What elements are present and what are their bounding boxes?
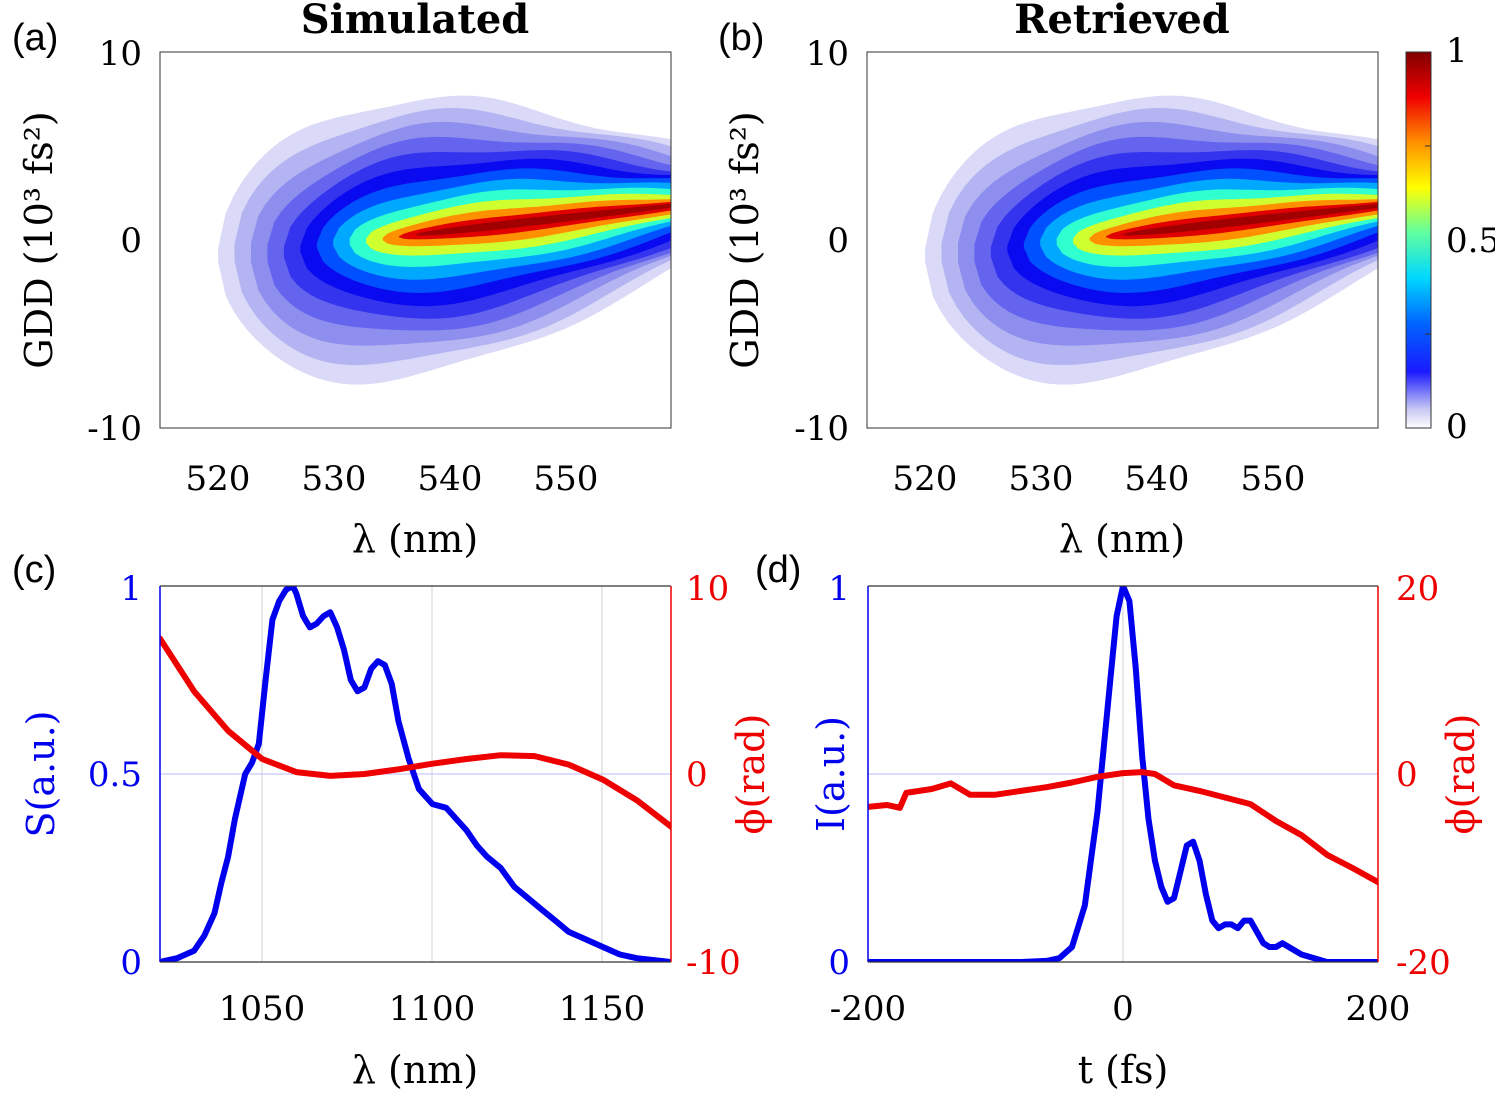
d-ylabel-left: I(a.u.) [809, 716, 853, 832]
panel-label-a: (a) [12, 17, 58, 59]
b-xtick-530: 530 [1009, 459, 1074, 499]
line-chart-c [159, 585, 672, 963]
colorbar-gradient [1405, 51, 1432, 429]
d-xtick-200: 200 [1346, 989, 1411, 1029]
panel-a-title: Simulated [301, 0, 530, 43]
axis-d: -200 0 200 0 1 -20 0 20 t (fs) I(a.u.) ϕ… [809, 569, 1483, 1092]
colorbar: 0 0.5 1 [1405, 31, 1495, 447]
d-ytick-right--20: -20 [1396, 943, 1451, 983]
a-ytick-10: 10 [99, 34, 142, 74]
axis-a: 520 530 540 550 -10 0 10 λ (nm) GDD (10³… [17, 34, 598, 561]
colorbar-tick-0.5: 0.5 [1446, 221, 1495, 261]
a-xtick-540: 540 [418, 459, 483, 499]
colorbar-tick-0: 0 [1446, 407, 1468, 447]
c-ytick-left-0.5: 0.5 [88, 755, 142, 795]
a-ytick--10: -10 [87, 409, 142, 449]
a-contour-band-12 [415, 203, 671, 236]
heatmap-b [866, 51, 1379, 429]
a-xtick-520: 520 [186, 459, 251, 499]
d-ylabel-right: ϕ(rad) [1439, 714, 1483, 835]
line-chart-d [867, 585, 1379, 963]
c-ytick-right-0: 0 [686, 755, 708, 795]
d-ytick-left-1: 1 [828, 569, 850, 609]
panel-label-b: (b) [718, 17, 764, 59]
d-series-phase-line [868, 769, 1378, 886]
c-ytick-right-10: 10 [686, 569, 729, 609]
plot-frame-a [159, 51, 672, 429]
b-ytick-10: 10 [806, 34, 849, 74]
c-xtick-1050: 1050 [219, 989, 306, 1029]
a-xlabel: λ (nm) [352, 517, 478, 561]
d-ytick-left-0: 0 [828, 943, 850, 983]
d-ytick-right-20: 20 [1396, 569, 1439, 609]
b-xtick-550: 550 [1241, 459, 1306, 499]
c-xtick-1150: 1150 [559, 989, 646, 1029]
panel-label-d: (d) [755, 549, 801, 591]
axis-b: 520 530 540 550 -10 0 10 λ (nm) GDD (10³… [723, 34, 1305, 561]
d-ytick-right-0: 0 [1396, 755, 1418, 795]
d-xtick-0: 0 [1112, 989, 1134, 1029]
c-ylabel-left: S(a.u.) [19, 711, 63, 838]
axis-c: 1050 1100 1150 0 0.5 1 -10 0 10 λ (nm) S… [19, 569, 773, 1092]
heatmap-a-contours [218, 95, 671, 385]
c-xlabel: λ (nm) [352, 1048, 478, 1092]
d-xlabel: t (fs) [1078, 1048, 1169, 1092]
a-ytick-0: 0 [120, 221, 142, 261]
b-contour-band-12 [1122, 203, 1378, 236]
b-xlabel: λ (nm) [1059, 517, 1185, 561]
c-ytick-left-1: 1 [120, 569, 142, 609]
panel-label-c: (c) [12, 549, 56, 591]
a-xtick-530: 530 [302, 459, 367, 499]
c-series-spectrum-line [160, 586, 671, 962]
b-ylabel: GDD (10³ fs²) [723, 111, 767, 368]
c-ylabel-right: ϕ(rad) [729, 714, 773, 835]
b-xtick-540: 540 [1125, 459, 1190, 499]
a-xtick-550: 550 [534, 459, 599, 499]
plot-frame-b [866, 51, 1379, 429]
heatmap-a [159, 51, 672, 429]
panel-b-title: Retrieved [1014, 0, 1230, 43]
b-ytick-0: 0 [827, 221, 849, 261]
a-ylabel: GDD (10³ fs²) [17, 111, 61, 368]
c-ytick-left-0: 0 [120, 943, 142, 983]
d-xtick--200: -200 [830, 989, 906, 1029]
heatmap-b-contours [925, 95, 1378, 385]
b-ytick--10: -10 [794, 409, 849, 449]
c-series-phase-line [160, 635, 671, 830]
colorbar-tick-1: 1 [1446, 31, 1468, 71]
c-xtick-1100: 1100 [389, 989, 476, 1029]
c-ytick-right--10: -10 [686, 943, 741, 983]
d-series-intensity-line [868, 586, 1378, 962]
b-xtick-520: 520 [893, 459, 958, 499]
